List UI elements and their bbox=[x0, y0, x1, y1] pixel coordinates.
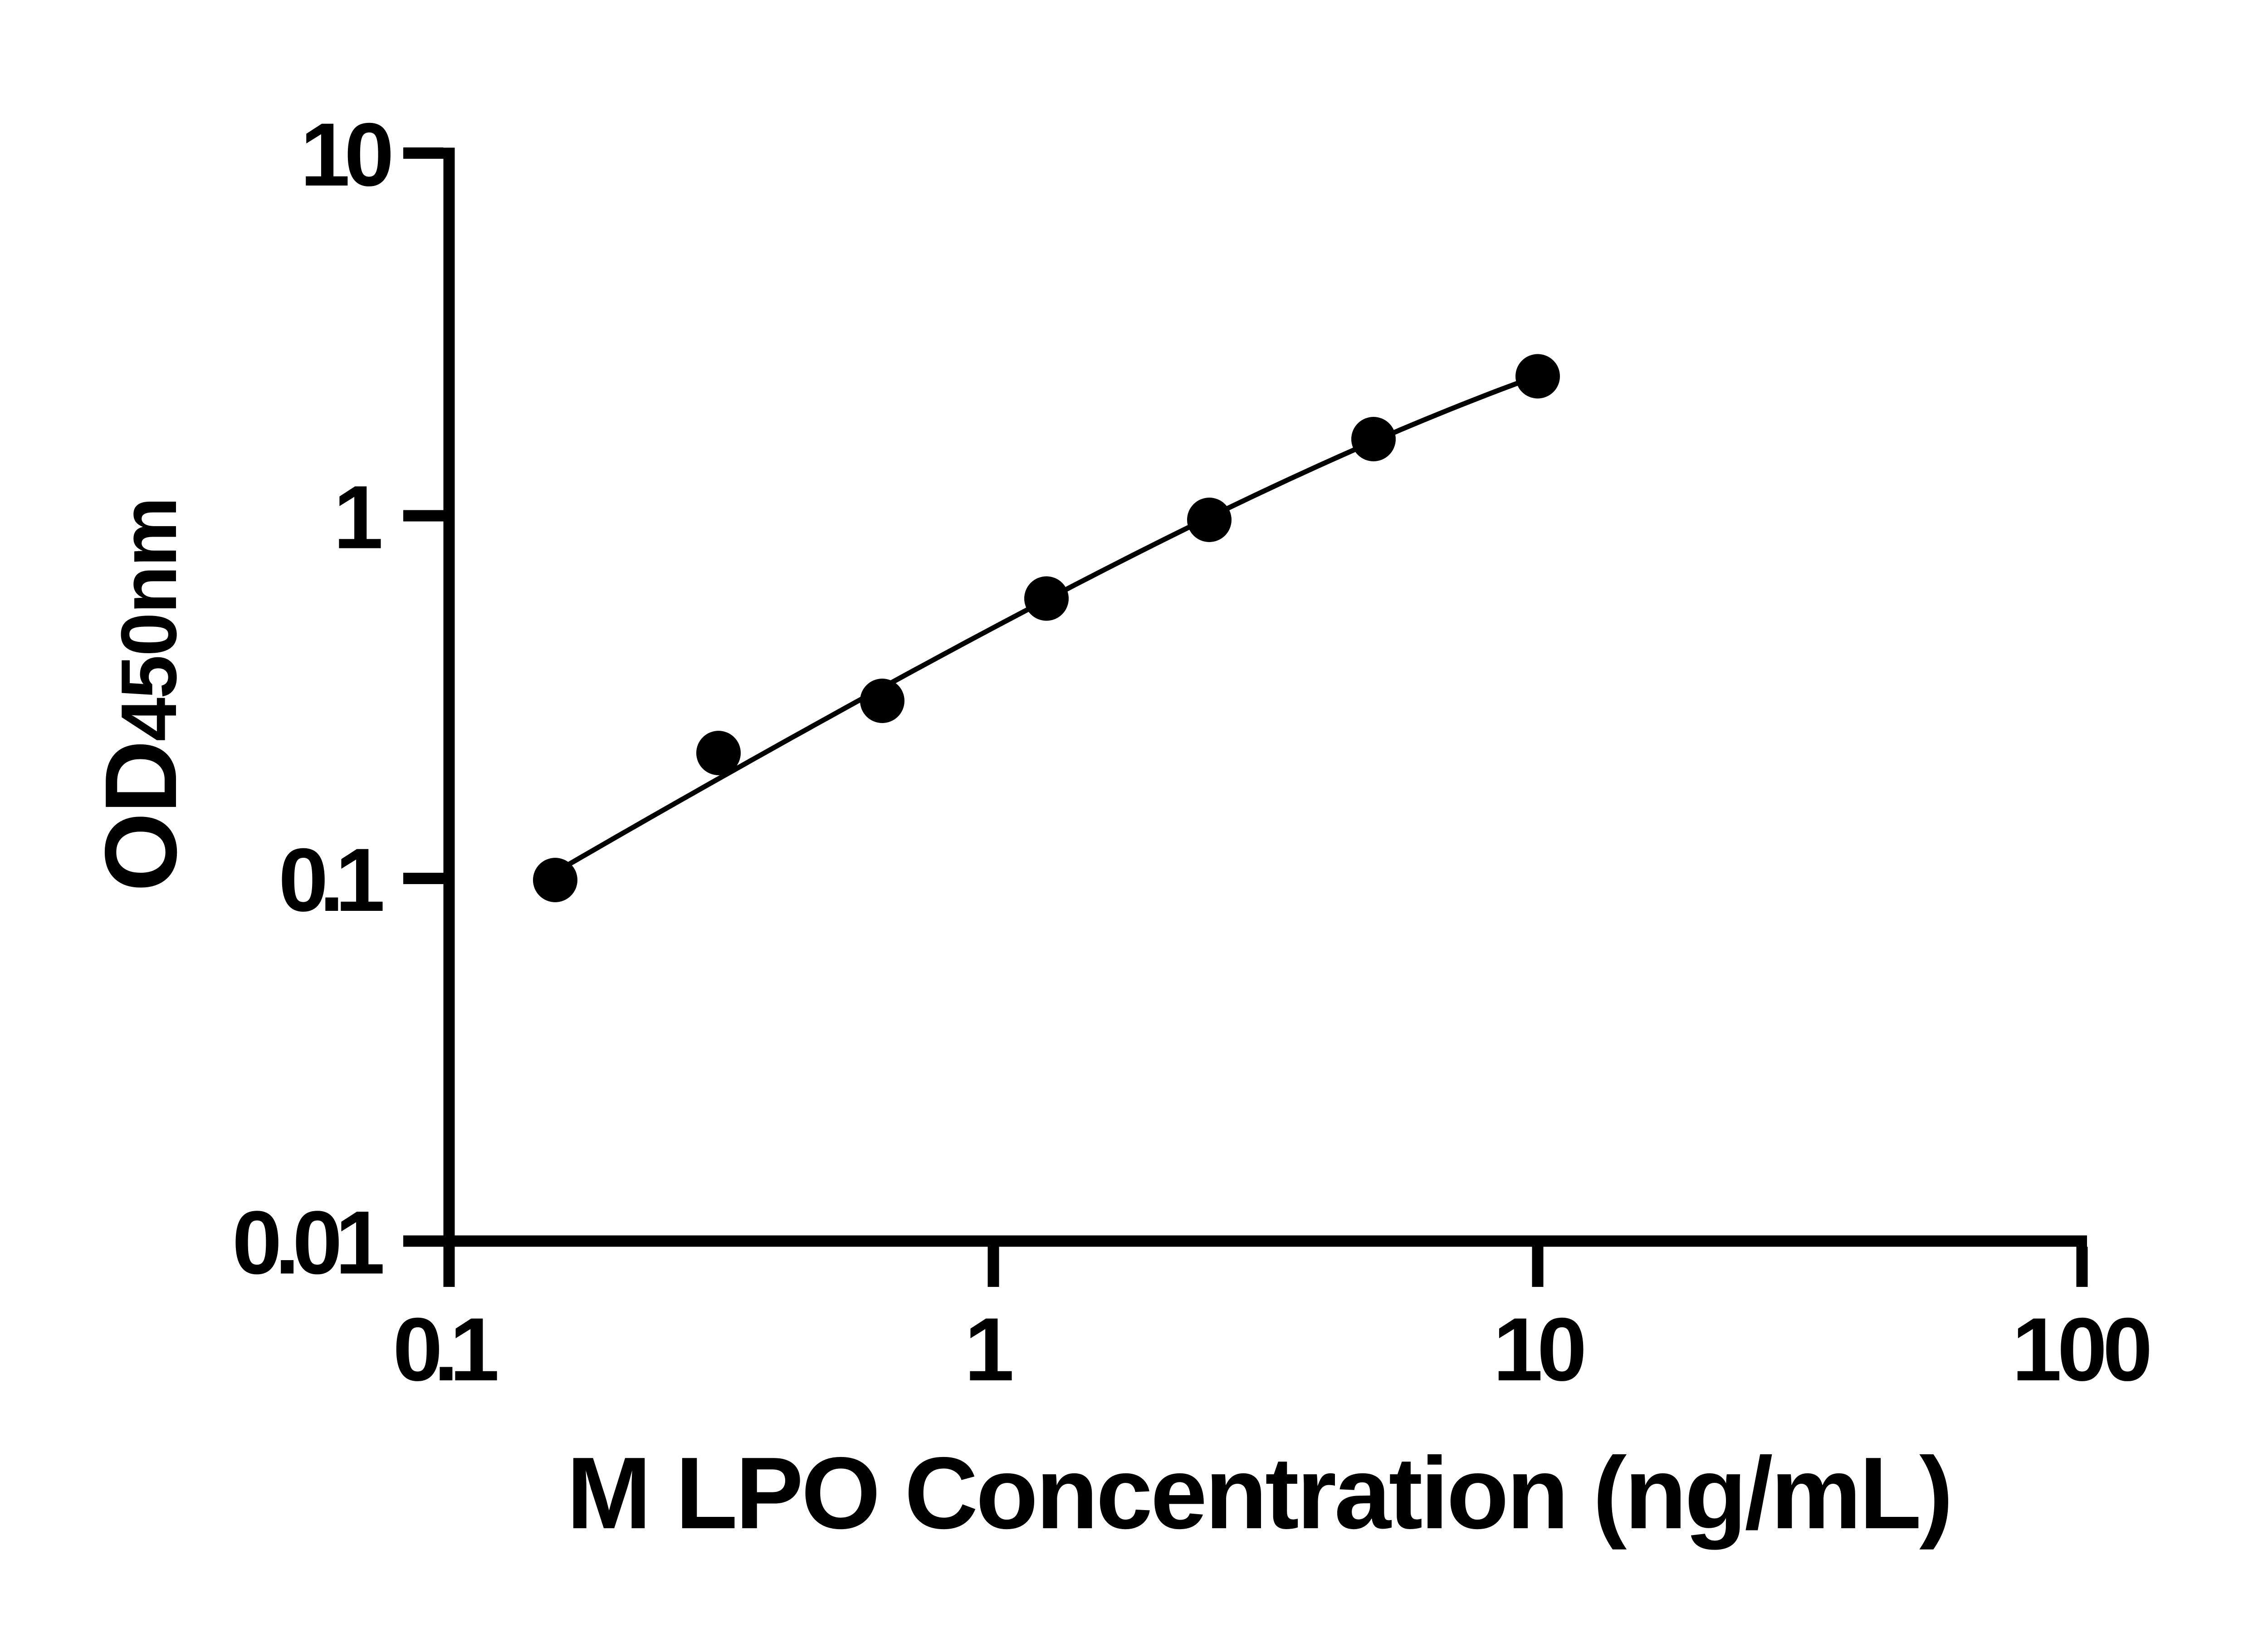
svg-text:1: 1 bbox=[333, 467, 383, 567]
svg-text:M LPO Concentration (ng/mL): M LPO Concentration (ng/mL) bbox=[567, 1436, 1951, 1550]
svg-text:10: 10 bbox=[1493, 1299, 1583, 1399]
svg-text:10: 10 bbox=[300, 104, 391, 205]
svg-text:1: 1 bbox=[964, 1299, 1014, 1399]
svg-text:0.01: 0.01 bbox=[232, 1193, 383, 1293]
svg-text:100: 100 bbox=[2012, 1299, 2149, 1399]
svg-text:0.1: 0.1 bbox=[279, 830, 383, 930]
svg-text:0.1: 0.1 bbox=[393, 1299, 497, 1399]
svg-text:OD450nm: OD450nm bbox=[83, 498, 198, 892]
